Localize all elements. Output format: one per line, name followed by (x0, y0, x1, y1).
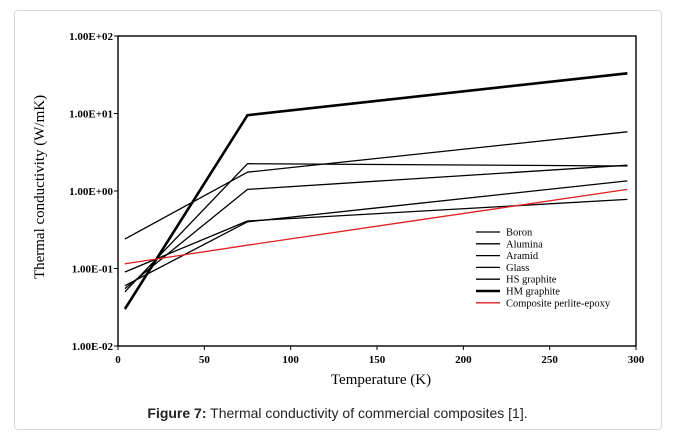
thermal-conductivity-chart: 0 50 100 150 200 250 300 1.00E-021.00E-011.00E… (32, 31, 645, 388)
y-tick-label: 1.00E+00 (69, 186, 113, 198)
y-axis-ticks: 1.00E-02 1.00E-01 1.00E+00 1.00E+01 1.00E+02 (69, 31, 118, 353)
series-line-hm-graphite (123, 72, 628, 310)
legend-label-glass: Glass (506, 263, 529, 274)
y-tick-label: 1.00E-01 (72, 264, 113, 276)
x-tick-label: 300 (628, 354, 645, 366)
legend-label-composite-perlite-epoxy: Composite perlite-epoxy (506, 298, 611, 309)
series-line-composite-perlite-epoxy (124, 188, 628, 265)
x-tick-label: 200 (455, 354, 472, 366)
series-line-aramid (124, 180, 628, 287)
figure-caption-label: Figure 7: (147, 405, 207, 421)
y-tick-label: 1.00E+01 (69, 109, 113, 121)
y-tick-label: 1.00E-02 (72, 341, 114, 353)
y-axis-label: Thermal conductivity (W/mK) (32, 95, 48, 279)
x-tick-label: 50 (199, 354, 211, 366)
legend-label-alumina: Alumina (506, 239, 543, 250)
figure-caption-text: Thermal conductivity of commercial compo… (210, 405, 528, 421)
legend-label-hm-graphite: HM graphite (506, 287, 560, 298)
x-tick-label: 150 (369, 354, 386, 366)
legend-label-hs-graphite: HS graphite (506, 275, 557, 286)
x-axis-ticks: 0 50 100 150 200 250 300 (115, 346, 645, 366)
figure-frame (14, 10, 662, 430)
y-tick-label: 1.00E+02 (69, 31, 113, 43)
x-axis-label: Temperature (K) (331, 372, 431, 388)
x-tick-label: 100 (282, 354, 299, 366)
series-layer (123, 72, 628, 310)
legend-label-boron: Boron (506, 228, 533, 239)
legend-label-aramid: Aramid (506, 251, 539, 262)
series-line-glass (124, 198, 628, 273)
x-tick-label: 250 (541, 354, 558, 366)
figure-caption: Figure 7: Thermal conductivity of commer… (0, 405, 675, 421)
series-line-hs-graphite (124, 163, 628, 293)
series-line-boron (124, 131, 628, 240)
x-tick-label: 0 (115, 354, 121, 366)
